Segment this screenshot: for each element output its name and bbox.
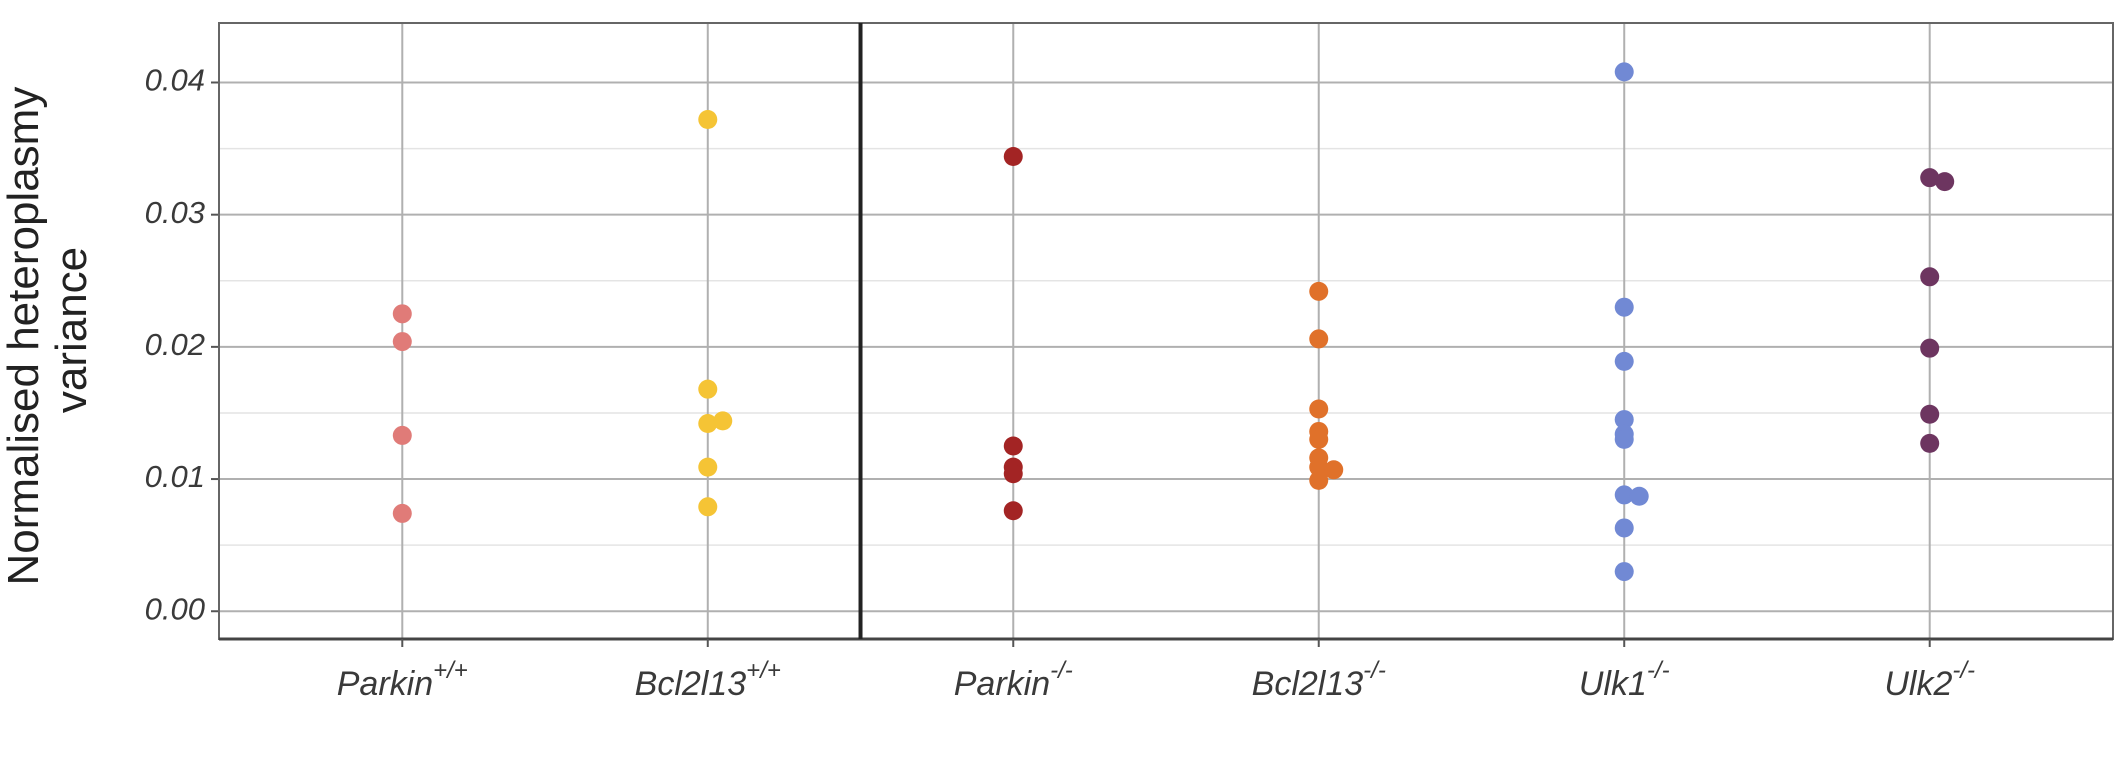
data-point bbox=[1920, 267, 1940, 287]
x-tick-label: Ulk1-/- bbox=[1579, 657, 1670, 703]
data-point bbox=[1309, 457, 1329, 477]
data-point bbox=[1614, 518, 1634, 538]
data-point bbox=[1324, 460, 1344, 480]
data-point bbox=[1003, 501, 1023, 521]
genotype: -/- bbox=[1050, 657, 1073, 684]
data-point bbox=[1309, 281, 1329, 301]
data-point bbox=[698, 109, 718, 129]
gene-name: Bcl2l13 bbox=[635, 665, 747, 703]
data-point bbox=[698, 497, 718, 517]
data-point bbox=[392, 304, 412, 324]
panel-border bbox=[218, 22, 2114, 640]
y-axis-title-line: Normalised heteroplasmy bbox=[0, 87, 48, 586]
y-axis-title: Normalised heteroplasmy variance bbox=[0, 74, 96, 585]
data-point bbox=[1920, 404, 1940, 424]
data-point bbox=[698, 457, 718, 477]
genotype: +/+ bbox=[746, 657, 781, 684]
data-point bbox=[713, 411, 733, 431]
data-point bbox=[1614, 429, 1634, 449]
data-point bbox=[698, 414, 718, 434]
data-point bbox=[1614, 485, 1634, 505]
x-tick-label: Ulk2-/- bbox=[1884, 657, 1975, 703]
x-tick-label: Bcl2l13-/- bbox=[1252, 657, 1386, 703]
data-point bbox=[392, 503, 412, 523]
y-tick-label: 0.02 bbox=[145, 327, 205, 362]
x-tick-label: Parkin-/- bbox=[954, 657, 1073, 703]
gene-name: Parkin bbox=[337, 665, 433, 703]
gene-name: Parkin bbox=[954, 665, 1050, 703]
data-point bbox=[1614, 297, 1634, 317]
y-axis-title-line: variance bbox=[47, 247, 96, 413]
data-point bbox=[1614, 62, 1634, 82]
gene-name: Bcl2l13 bbox=[1252, 665, 1364, 703]
genotype: -/- bbox=[1952, 657, 1975, 684]
data-point bbox=[1920, 168, 1940, 188]
data-point bbox=[1309, 399, 1329, 419]
data-point bbox=[1003, 147, 1023, 167]
data-point bbox=[1920, 338, 1940, 358]
data-point bbox=[392, 332, 412, 352]
data-point bbox=[1614, 351, 1634, 371]
y-tick-label: 0.01 bbox=[145, 459, 205, 494]
y-tick-label: 0.03 bbox=[145, 195, 205, 230]
data-point bbox=[1309, 470, 1329, 490]
data-point bbox=[392, 425, 412, 445]
data-point bbox=[1920, 433, 1940, 453]
x-tick-label: Bcl2l13+/+ bbox=[635, 657, 781, 703]
data-point bbox=[1614, 562, 1634, 582]
data-point bbox=[1003, 436, 1023, 456]
y-tick-label: 0.00 bbox=[145, 591, 205, 626]
genotype: -/- bbox=[1647, 657, 1670, 684]
data-point bbox=[1003, 464, 1023, 484]
data-point bbox=[1309, 329, 1329, 349]
y-tick-label: 0.04 bbox=[145, 63, 205, 98]
data-point bbox=[1614, 410, 1634, 430]
genotype: -/- bbox=[1363, 657, 1386, 684]
data-point bbox=[1629, 486, 1649, 506]
data-point bbox=[1935, 172, 1955, 192]
data-point bbox=[1309, 429, 1329, 449]
gene-name: Ulk1 bbox=[1579, 665, 1647, 703]
x-tick-label: Parkin+/+ bbox=[337, 657, 468, 703]
gene-name: Ulk2 bbox=[1884, 665, 1952, 703]
genotype: +/+ bbox=[433, 657, 468, 684]
data-point bbox=[698, 379, 718, 399]
